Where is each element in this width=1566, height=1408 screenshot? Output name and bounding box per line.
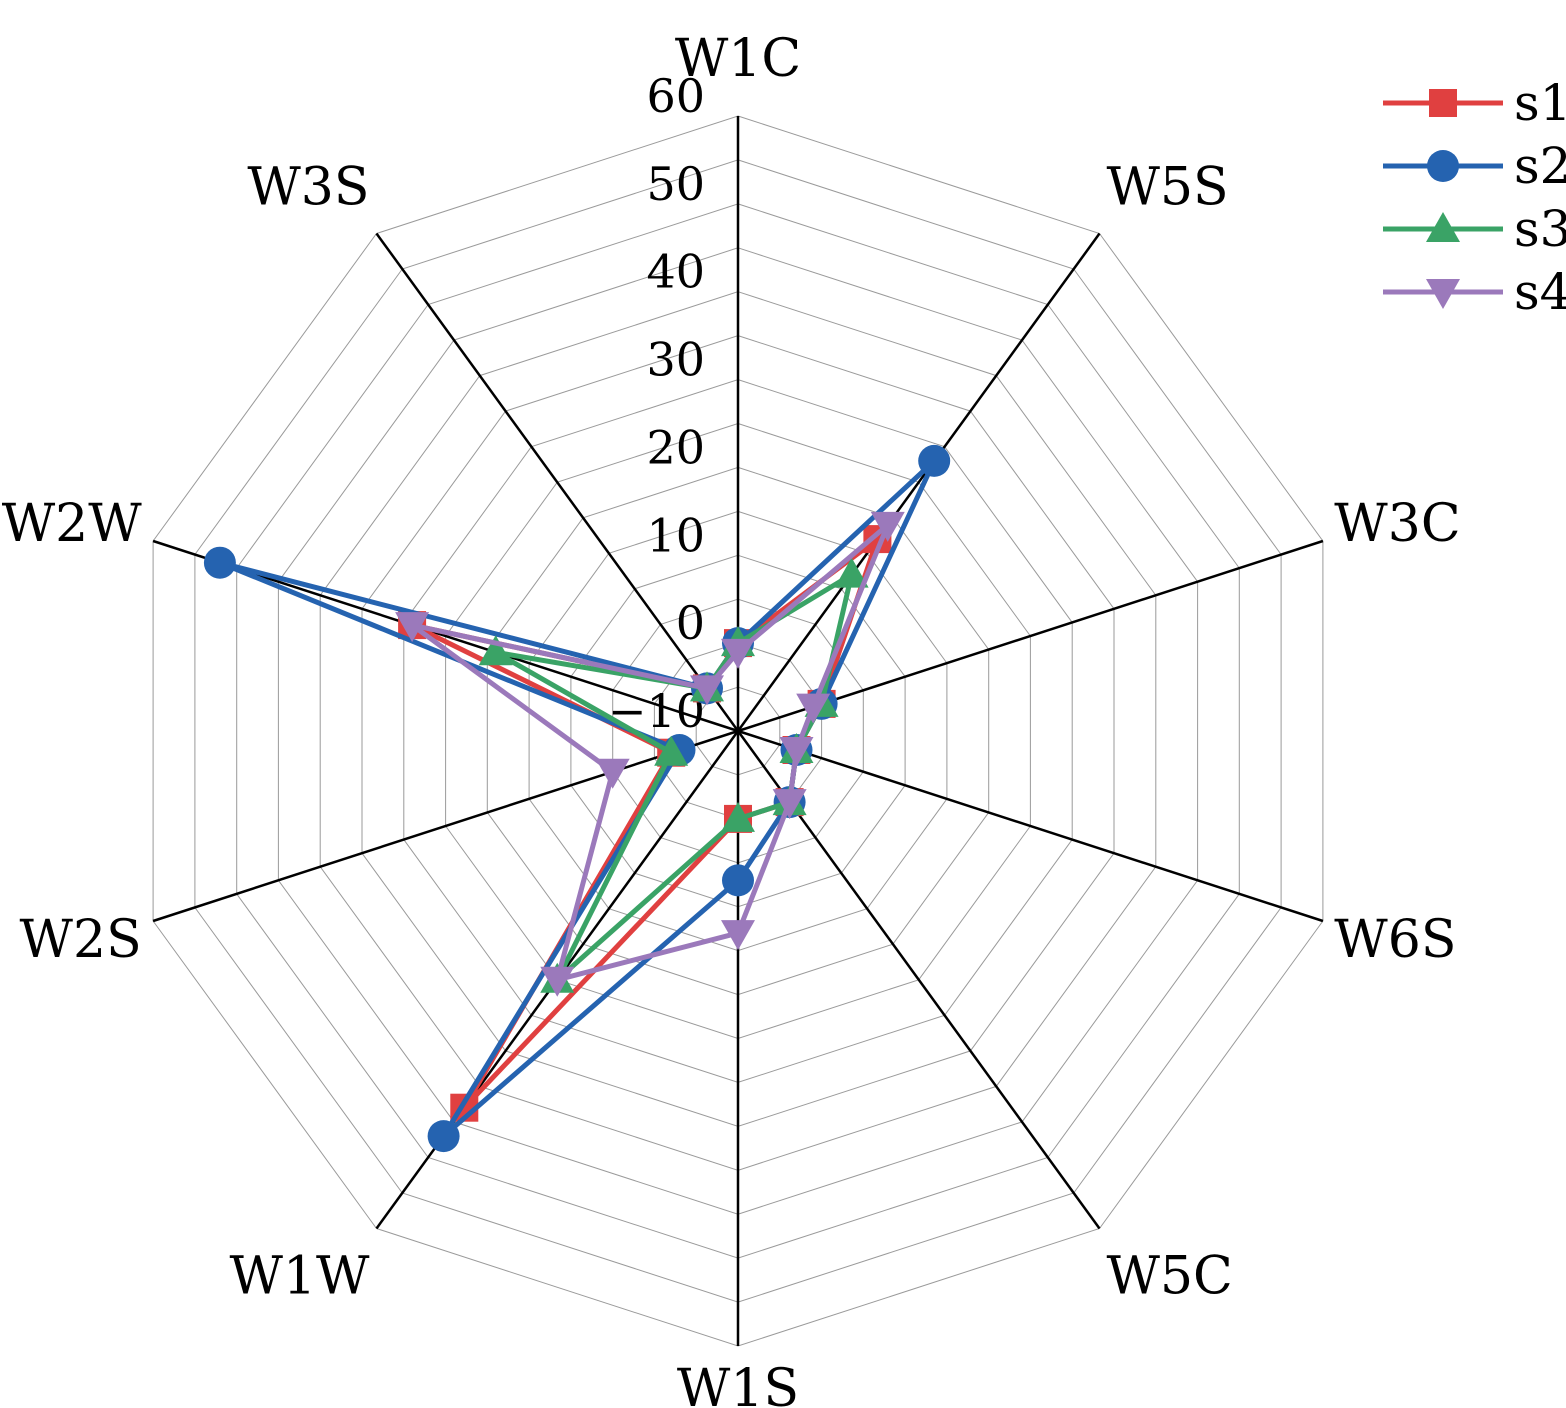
category-label: W3C — [1334, 494, 1460, 554]
data-point — [834, 557, 869, 588]
category-label: W2S — [20, 910, 142, 970]
legend-marker — [1427, 150, 1459, 182]
legend-item-s2: s2 — [1383, 137, 1566, 195]
radial-tick-label: 10 — [646, 508, 705, 562]
series-line — [217, 458, 937, 1139]
data-point — [654, 735, 689, 766]
radial-tick-label: 60 — [646, 69, 705, 123]
axis-spoke — [736, 232, 1101, 732]
category-label: W1C — [675, 29, 801, 89]
radial-tick-label: 50 — [646, 157, 705, 211]
data-point — [478, 635, 513, 666]
legend-label: s2 — [1514, 137, 1566, 195]
data-point — [721, 638, 755, 669]
series-s2 — [203, 444, 951, 1153]
radial-tick-label: 30 — [646, 333, 705, 387]
axis-spoke — [375, 232, 740, 732]
data-point — [796, 693, 831, 724]
legend-item-s4: s4 — [1383, 263, 1566, 321]
series-s1 — [398, 525, 892, 1122]
legend-marker — [1426, 279, 1460, 309]
radial-tick-label: 20 — [646, 420, 705, 474]
data-point — [540, 966, 575, 997]
data-point — [722, 864, 754, 897]
data-point — [203, 546, 236, 579]
legend-label: s1 — [1514, 74, 1566, 132]
data-point — [721, 920, 755, 951]
data-point — [595, 758, 630, 789]
category-label: W1W — [230, 1247, 371, 1307]
category-labels: W1C W5S W3C W6S W5C W1S W1W W2S W2W W3S — [2, 29, 1461, 1408]
legend-marker — [1426, 212, 1460, 242]
data-point — [779, 737, 814, 768]
axis-spoke — [152, 729, 739, 923]
category-label: W5C — [1107, 1247, 1233, 1307]
category-label: W6S — [1334, 910, 1456, 970]
category-label: W5S — [1107, 158, 1229, 218]
radial-tick-label: 0 — [676, 596, 705, 650]
data-point — [427, 1120, 460, 1153]
data-point — [918, 444, 951, 477]
category-label: W3S — [247, 158, 369, 218]
data-point — [772, 789, 807, 820]
radial-tick-label: 40 — [646, 245, 705, 299]
legend-marker — [1429, 89, 1457, 117]
axis-spoke — [737, 729, 1324, 923]
data-point — [690, 675, 725, 706]
legend-label: s3 — [1514, 200, 1566, 258]
legend-item-s1: s1 — [1383, 74, 1566, 132]
data-point — [870, 511, 905, 542]
category-label: W2W — [2, 494, 143, 554]
data-point — [395, 612, 430, 643]
category-label: W1S — [677, 1359, 799, 1408]
data-point — [721, 801, 755, 832]
series-layer — [203, 444, 951, 1153]
series-line — [409, 536, 880, 1111]
legend-item-s3: s3 — [1383, 200, 1566, 258]
legend-label: s4 — [1514, 263, 1566, 321]
axis-spokes — [152, 116, 1324, 1346]
series-s4 — [395, 511, 905, 997]
